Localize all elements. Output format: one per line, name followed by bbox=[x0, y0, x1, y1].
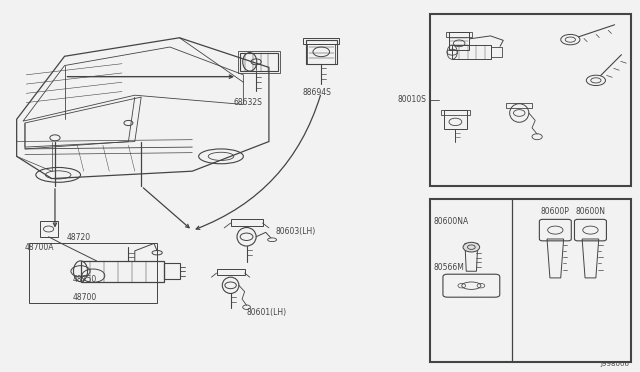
Text: 48720: 48720 bbox=[67, 232, 92, 242]
Bar bbox=[216, 269, 244, 275]
Text: 80600NA: 80600NA bbox=[433, 217, 468, 226]
Bar bbox=[40, 221, 58, 237]
Text: 48700: 48700 bbox=[72, 294, 97, 302]
Text: 48750: 48750 bbox=[72, 275, 97, 284]
Bar bbox=[449, 32, 469, 50]
Text: 80600P: 80600P bbox=[541, 208, 570, 217]
Bar bbox=[240, 52, 278, 71]
Bar bbox=[452, 45, 490, 59]
Bar bbox=[307, 44, 335, 64]
Bar bbox=[441, 110, 470, 115]
Bar bbox=[306, 39, 337, 64]
Bar bbox=[444, 110, 467, 129]
Text: 48700A: 48700A bbox=[25, 243, 54, 251]
Text: 80603(LH): 80603(LH) bbox=[275, 227, 316, 236]
Bar bbox=[506, 103, 532, 108]
Bar bbox=[81, 261, 164, 282]
Bar bbox=[430, 199, 631, 362]
Bar bbox=[447, 32, 472, 37]
Bar bbox=[164, 263, 179, 279]
Text: 68632S: 68632S bbox=[234, 98, 262, 107]
Text: 88694S: 88694S bbox=[303, 88, 332, 97]
Text: J998006: J998006 bbox=[601, 361, 630, 367]
Bar bbox=[303, 38, 339, 44]
Bar bbox=[490, 47, 502, 57]
Text: 80566M: 80566M bbox=[433, 263, 464, 272]
Text: 80010S: 80010S bbox=[398, 95, 427, 104]
Text: 80601(LH): 80601(LH) bbox=[246, 308, 287, 317]
Bar bbox=[230, 219, 262, 226]
Text: 80600N: 80600N bbox=[575, 208, 605, 217]
Bar bbox=[29, 243, 157, 303]
Circle shape bbox=[463, 242, 479, 252]
Bar bbox=[238, 51, 280, 73]
Bar bbox=[430, 14, 631, 186]
